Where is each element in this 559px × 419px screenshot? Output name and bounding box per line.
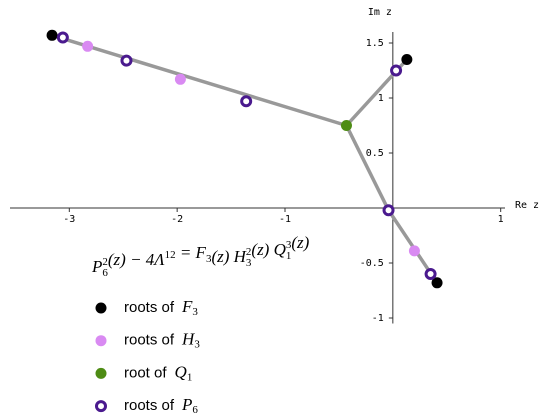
equation-superscript: 2 — [102, 256, 108, 268]
equation-subscript: 3 — [246, 257, 252, 269]
equation-text: = F — [176, 243, 207, 262]
dot-marker — [431, 277, 443, 289]
legend-label: roots of F3 — [124, 297, 198, 318]
y-tick-label: -1 — [372, 313, 384, 324]
x-tick-label: 1 — [498, 214, 504, 225]
equation-superscript: 12 — [165, 249, 176, 261]
equation-subscript: 3 — [206, 253, 212, 265]
legend-subscript: 1 — [187, 371, 193, 383]
x-axis-label: Re z — [515, 200, 539, 211]
dot-marker — [174, 73, 186, 85]
ring-marker — [240, 95, 253, 108]
dot-marker — [401, 54, 413, 65]
dot-marker — [46, 29, 58, 41]
legend-marker — [95, 367, 107, 379]
legend-label: roots of P6 — [124, 395, 198, 416]
legend-label: root of Q1 — [124, 362, 192, 383]
equation-text: (z) — [291, 233, 309, 252]
legend-marker — [95, 302, 107, 314]
x-tick-label: -3 — [63, 214, 75, 225]
dot-marker — [408, 245, 420, 257]
legend-symbol: Q — [175, 362, 187, 381]
legend-name: roots of — [124, 332, 175, 349]
legend-subscript: 6 — [192, 404, 198, 416]
legend-symbol: P — [181, 395, 192, 414]
y-tick-label: -0.5 — [360, 258, 384, 269]
ring-marker — [382, 204, 395, 217]
equation: P62(z) − 4Λ12 = F3(z) H32(z) Q13(z) — [91, 233, 310, 279]
y-tick-label: 0.5 — [366, 148, 384, 159]
y-tick-label: 1.5 — [366, 38, 384, 49]
equation-text: (z) Q — [251, 240, 285, 259]
dot-marker — [340, 120, 352, 131]
equation-superscript: 2 — [246, 246, 252, 258]
x-tick-label: -2 — [171, 214, 183, 225]
legend-subscript: 3 — [194, 338, 200, 350]
equation-superscript: 3 — [286, 239, 292, 251]
legend-label: roots of H3 — [124, 330, 200, 351]
equation-text: P — [91, 257, 102, 276]
equation-text: (z) H — [211, 247, 247, 266]
x-tick-label: -1 — [279, 214, 291, 225]
y-tick-label: 1 — [378, 93, 384, 104]
dot-marker — [82, 40, 94, 52]
legend-symbol: H — [181, 330, 196, 349]
legend-symbol: F — [181, 297, 193, 316]
ring-marker — [390, 64, 403, 77]
equation-subscript: 6 — [102, 267, 108, 279]
equation-text: (z) − 4Λ — [108, 250, 165, 269]
curve — [51, 33, 347, 128]
ring-marker — [56, 31, 69, 44]
equation-subscript: 1 — [286, 250, 292, 262]
ring-marker — [424, 268, 437, 280]
legend-name: roots of — [124, 397, 175, 414]
legend-subscript: 3 — [192, 306, 198, 318]
y-axis-label: Im z — [368, 7, 392, 18]
legend-marker — [95, 400, 107, 413]
legend-marker — [95, 335, 107, 347]
legend-name: root of — [124, 364, 167, 381]
ring-marker — [120, 54, 133, 67]
legend-name: roots of — [124, 299, 175, 316]
